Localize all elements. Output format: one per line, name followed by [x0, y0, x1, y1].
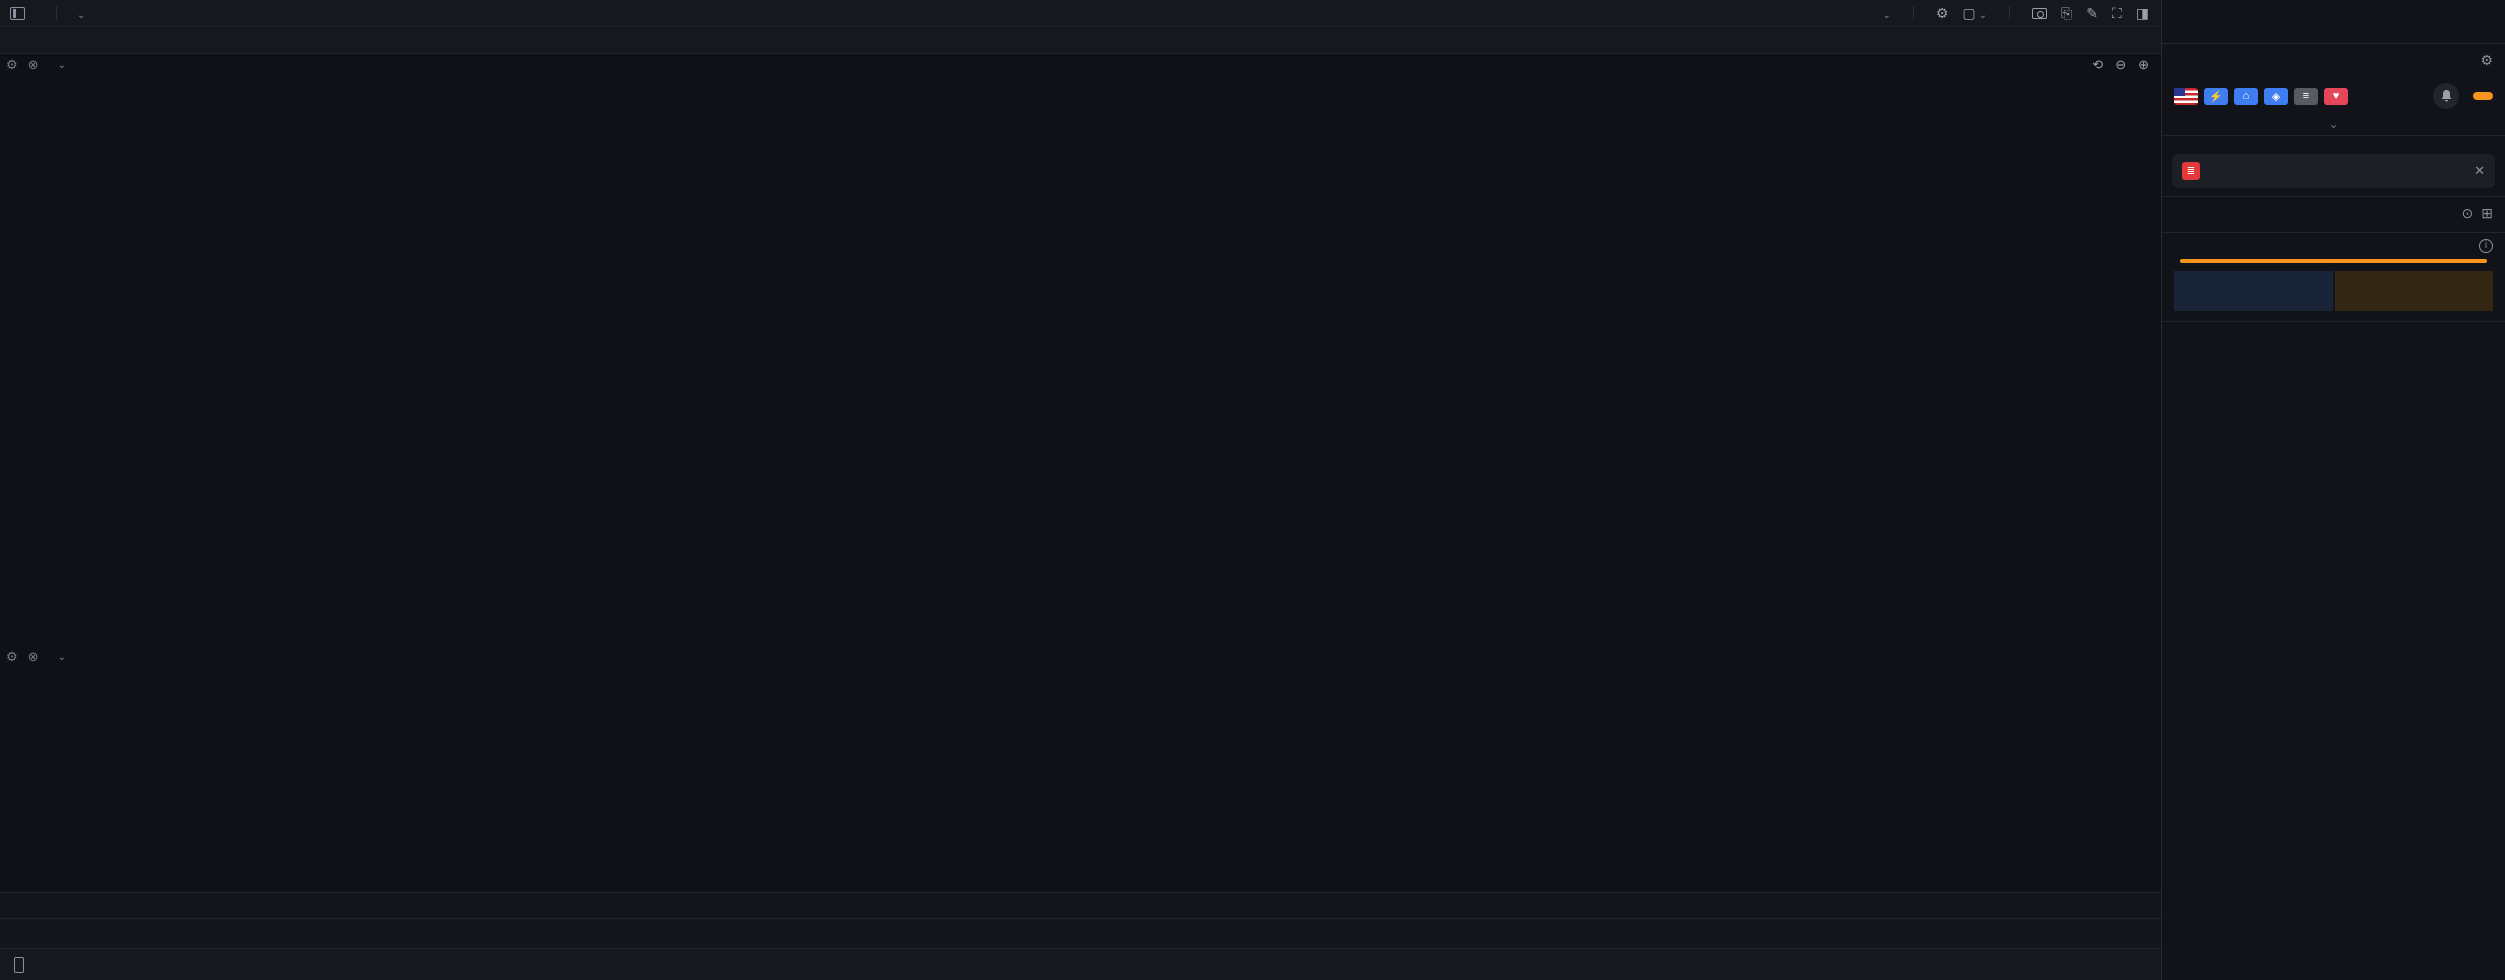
bid-ask-ratio-bar [2180, 259, 2487, 263]
chevron-down-icon: ⌄ [57, 651, 66, 663]
indicator-close-icon[interactable]: ⊗ [27, 57, 39, 72]
divider [2009, 6, 2011, 20]
news-bar[interactable]: ≣ ✕ [2172, 154, 2495, 188]
chart-settings-icon[interactable]: ⚙ [1935, 4, 1949, 21]
panel-tabs [2162, 0, 2505, 44]
info-icon[interactable]: i [2479, 239, 2493, 253]
tick-trades-header: ⊙ ⊞ [2162, 197, 2505, 226]
indicator-settings-icon[interactable]: ⚙ [6, 57, 18, 72]
contract-info-title [2162, 322, 2505, 334]
ma-indicator-bar: ⚙ ⊗ ⌄ [0, 57, 2100, 73]
indicator-settings-icon[interactable]: ⚙ [6, 649, 18, 664]
divider [2162, 232, 2505, 233]
display-menu[interactable]: ⌄ [1879, 6, 1890, 21]
order-book: i [2162, 233, 2505, 311]
grid-view-icon[interactable]: ⊞ [2481, 205, 2493, 221]
period-preset[interactable]: ⌄ [65, 6, 94, 21]
lightning-icon[interactable]: ⚡ [2204, 87, 2228, 105]
expand-chevron-icon[interactable]: ⌄ [2328, 117, 2339, 131]
zoom-out-icon[interactable]: ⊖ [2115, 57, 2127, 72]
chevron-down-icon: ⌄ [77, 9, 86, 21]
chevron-down-icon: ⌄ [1978, 9, 1988, 21]
divider [2162, 321, 2505, 322]
screenshot-icon[interactable] [2032, 7, 2048, 19]
chart-adjust-group: ⟲ ⊖ ⊕ [2080, 57, 2149, 73]
divider [1912, 6, 1914, 20]
qbx-indicator-bar: ⚙ ⊗ ⌄ [0, 649, 2100, 665]
pencil-icon[interactable]: ✎ [2086, 4, 2098, 21]
panel-toggle-icon[interactable]: ◨ [2135, 4, 2149, 21]
related-warrants-row [2162, 136, 2505, 152]
exchange-icon[interactable]: ⌂ [2234, 87, 2258, 105]
bottom-status-bar [0, 948, 2161, 980]
quote-panel: ⚙ ⚡ ⌂ ◈ ≡ ♥ ⌄ ≣ [2161, 0, 2505, 980]
divider [56, 6, 57, 20]
gear-icon[interactable]: ⚙ [2480, 52, 2493, 68]
time-axis[interactable] [0, 892, 2161, 918]
heart-icon[interactable]: ♥ [2324, 87, 2348, 105]
close-icon[interactable]: ✕ [2474, 163, 2485, 178]
drawing-toolbar [0, 28, 2161, 54]
indicator-tab-strip [0, 918, 2161, 948]
chart-area[interactable]: ⚙ ⊗ ⌄ ⟲ ⊖ ⊕ ⚙ ⊗ ⌄ [0, 54, 2161, 980]
quote-header: ⚙ [2162, 44, 2505, 69]
us-flag-icon [2174, 87, 2198, 105]
ask-box[interactable] [2334, 271, 2493, 311]
mobile-icon[interactable] [14, 957, 24, 973]
chevron-down-icon: ⌄ [1882, 9, 1891, 21]
toolbar-right-group: ⌄ ⚙ ▢ ⌄ ⎘ ✎ ⛶ ◨ [1879, 5, 2161, 22]
watchlist-toggle-icon[interactable] [10, 6, 25, 20]
doc-icon[interactable]: ≡ [2294, 87, 2318, 105]
top-toolbar: ⌄ ⌄ ⚙ ▢ ⌄ ⎘ ✎ ⛶ ◨ [0, 0, 2161, 27]
main-chart[interactable] [0, 54, 2161, 892]
market-chips: ⚡ ⌂ ◈ ≡ ♥ [2162, 76, 2505, 109]
news-icon: ≣ [2182, 162, 2200, 180]
more-icon[interactable]: ⊙ [2461, 205, 2474, 221]
divider [2162, 135, 2505, 136]
chevron-down-icon: ⌄ [57, 59, 66, 71]
fullscreen-icon[interactable]: ⛶ [2111, 4, 2122, 21]
note-icon[interactable]: ⎘ [2061, 4, 2073, 21]
alert-bell-icon[interactable] [2433, 83, 2459, 109]
bid-box[interactable] [2174, 271, 2333, 311]
zoom-in-icon[interactable]: ⊕ [2138, 57, 2149, 72]
divider [2162, 196, 2505, 197]
reset-zoom-icon[interactable]: ⟲ [2092, 57, 2104, 72]
quick-trade-button[interactable] [2473, 92, 2493, 100]
price-row [2162, 69, 2505, 76]
tag-icon[interactable]: ◈ [2264, 87, 2288, 105]
indicator-close-icon[interactable]: ⊗ [27, 649, 39, 664]
layout-template-icon[interactable]: ▢ ⌄ [1962, 4, 1988, 21]
